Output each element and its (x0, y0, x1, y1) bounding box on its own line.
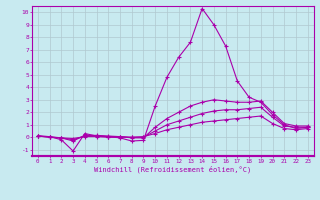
X-axis label: Windchill (Refroidissement éolien,°C): Windchill (Refroidissement éolien,°C) (94, 165, 252, 173)
